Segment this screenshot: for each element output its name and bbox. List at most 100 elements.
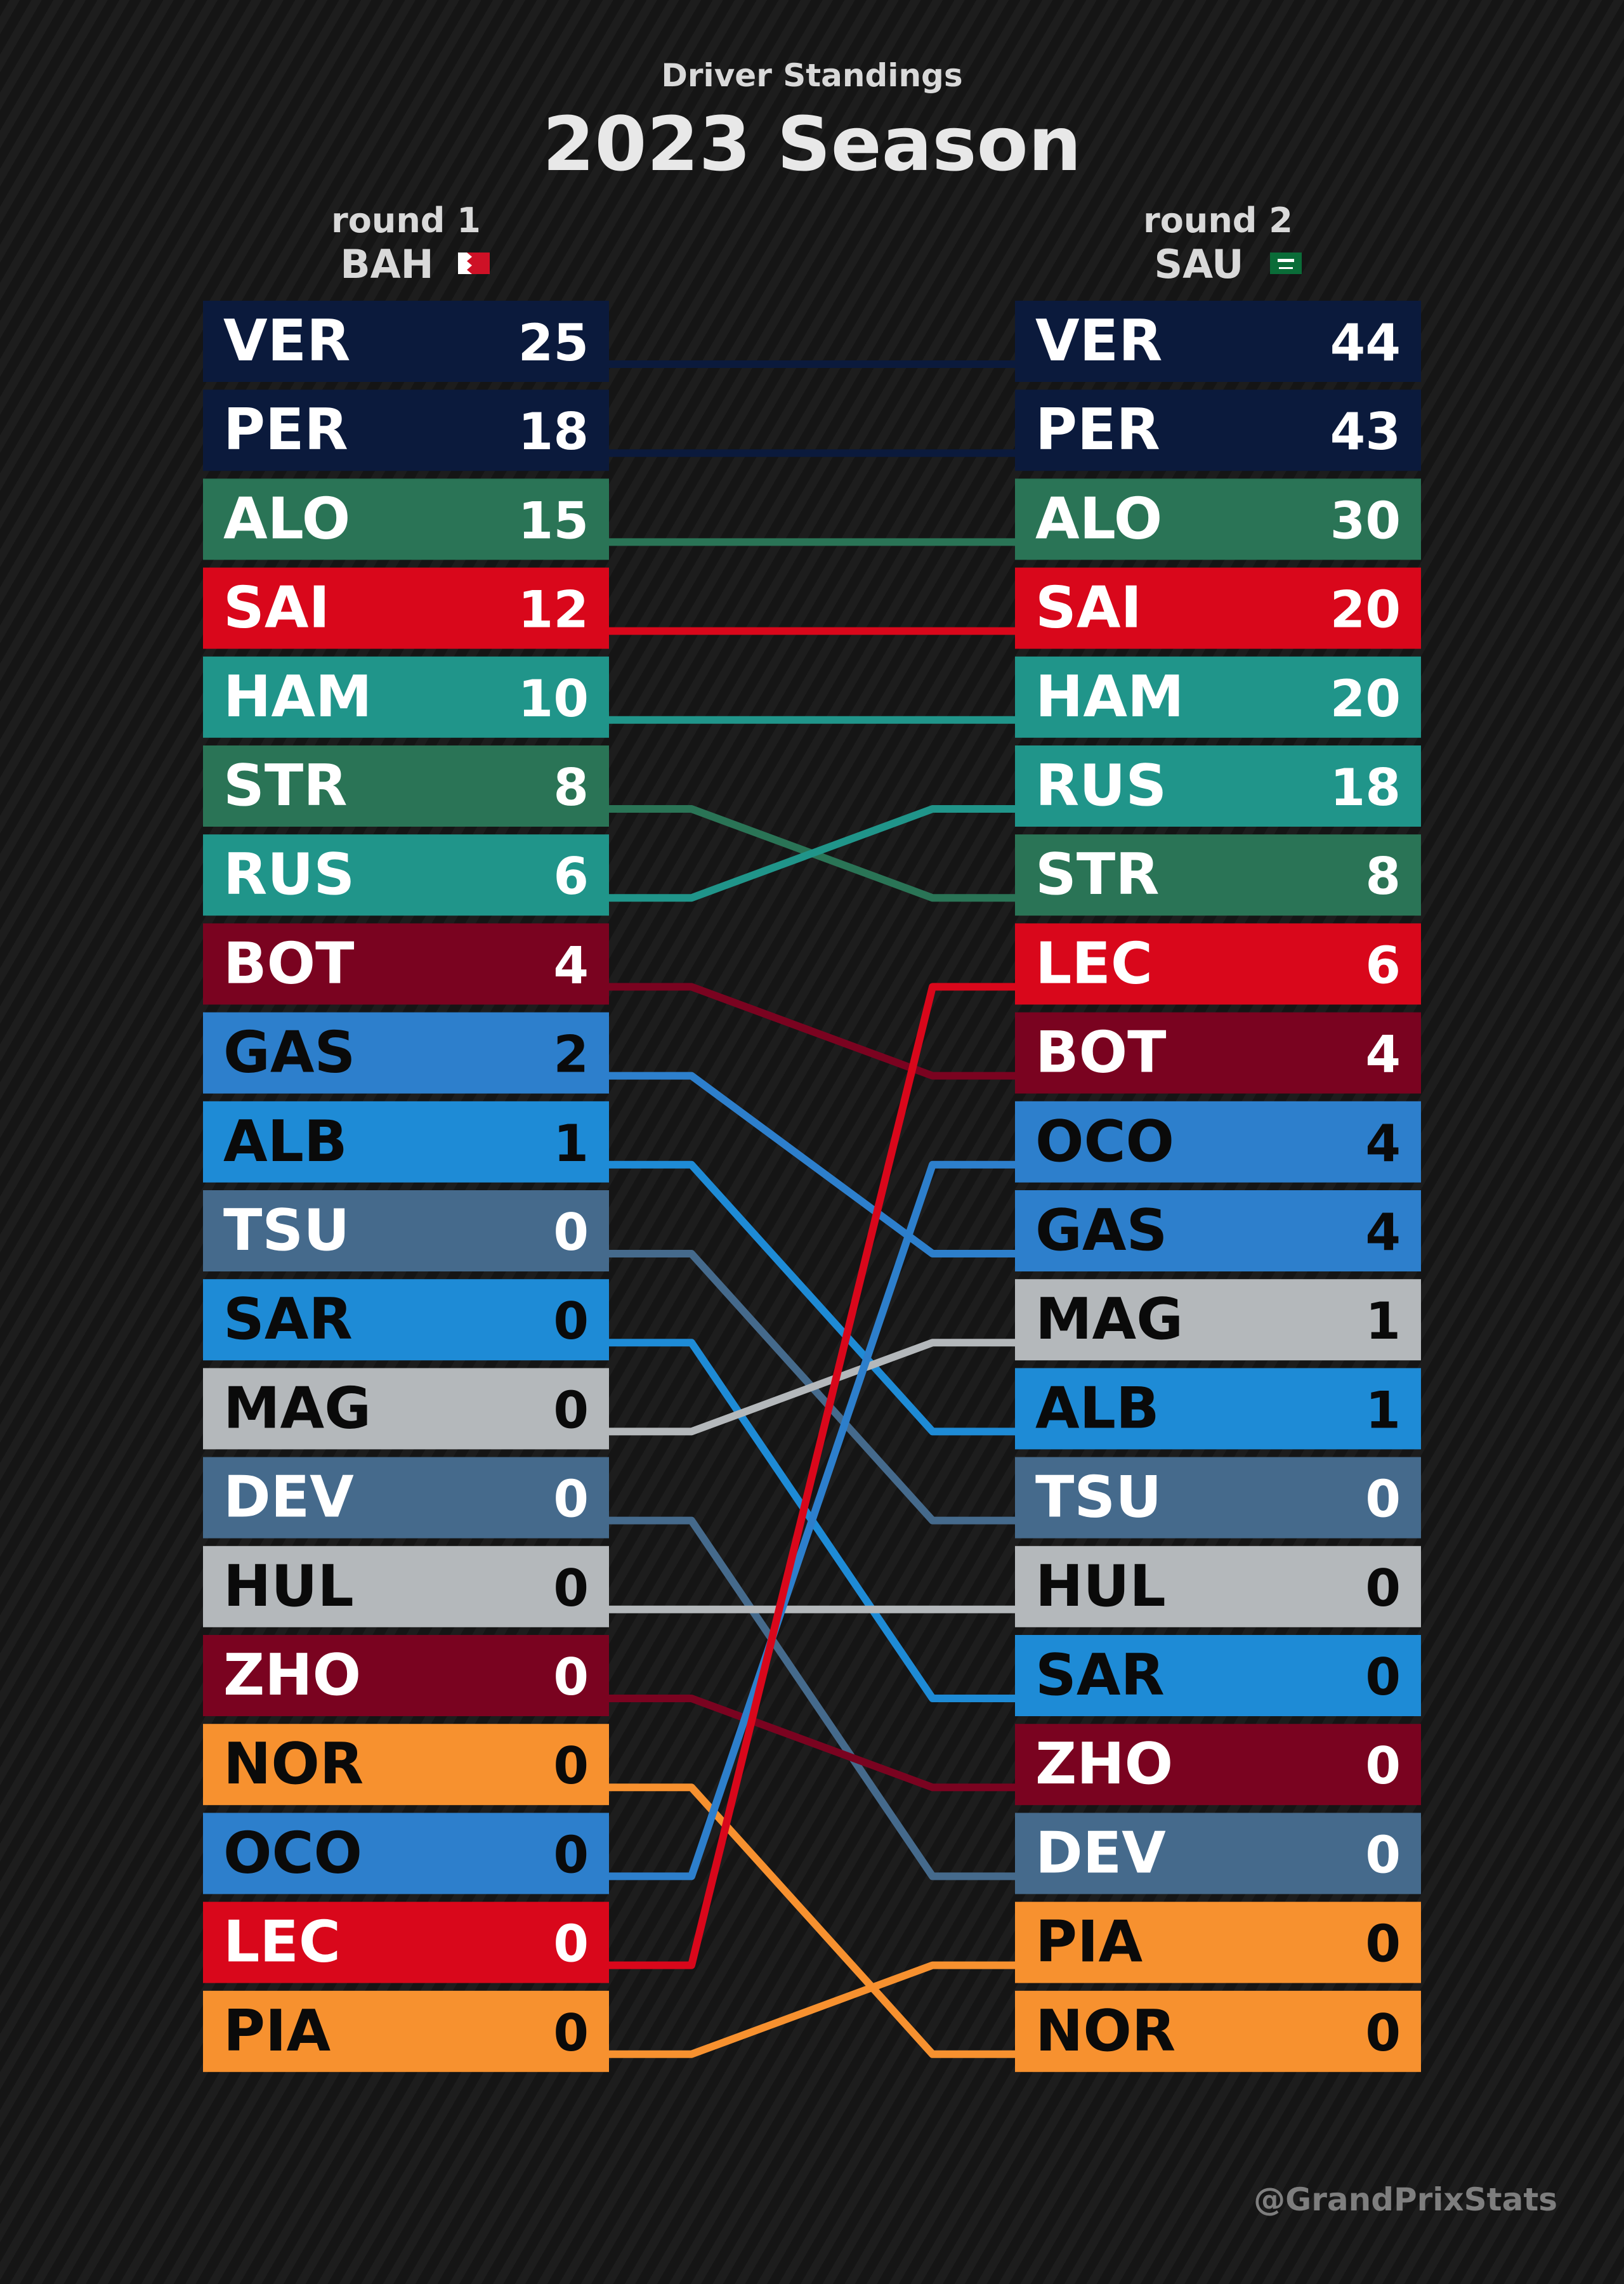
driver-code: TSU bbox=[1035, 1464, 1162, 1531]
points-value: 4 bbox=[1365, 1203, 1401, 1262]
standing-row: SAI 20 bbox=[1015, 567, 1421, 649]
driver-code: HUL bbox=[1035, 1553, 1166, 1620]
driver-code: PER bbox=[223, 397, 348, 463]
driver-code: ALO bbox=[1035, 485, 1162, 552]
row-background bbox=[203, 1368, 609, 1450]
row-background bbox=[203, 1279, 609, 1361]
points-value: 18 bbox=[518, 402, 589, 461]
driver-code: NOR bbox=[223, 1731, 363, 1797]
standing-row: VER 44 bbox=[1015, 301, 1421, 382]
driver-code: RUS bbox=[223, 841, 355, 908]
standing-row: MAG 0 bbox=[203, 1368, 609, 1450]
connector-line-zho bbox=[609, 1695, 1015, 1792]
row-background bbox=[1015, 478, 1421, 560]
points-value: 1 bbox=[1365, 1381, 1401, 1440]
points-value: 0 bbox=[553, 2004, 589, 2063]
row-background bbox=[1015, 1813, 1421, 1894]
points-value: 0 bbox=[553, 1470, 589, 1529]
driver-code: GAS bbox=[223, 1020, 355, 1086]
standing-row: SAR 0 bbox=[1015, 1635, 1421, 1716]
row-background bbox=[203, 1190, 609, 1271]
driver-code: ZHO bbox=[223, 1642, 361, 1709]
standing-row: LEC 0 bbox=[203, 1901, 609, 1983]
driver-code: DEV bbox=[1035, 1820, 1166, 1886]
watermark-text: @GrandPrixStats bbox=[1254, 2181, 1557, 2218]
driver-code: VER bbox=[223, 308, 350, 374]
standing-row: DEV 0 bbox=[203, 1457, 609, 1539]
row-background bbox=[1015, 1279, 1421, 1361]
driver-code: DEV bbox=[223, 1464, 354, 1531]
driver-code: NOR bbox=[1035, 1998, 1175, 2064]
standing-row: MAG 1 bbox=[1015, 1279, 1421, 1361]
row-background bbox=[1015, 1724, 1421, 1806]
driver-code: PIA bbox=[1035, 1909, 1143, 1976]
connector-line-gas bbox=[609, 1072, 1015, 1257]
rank-connectors bbox=[609, 360, 1015, 2058]
standing-row: ZHO 0 bbox=[203, 1635, 609, 1716]
row-background bbox=[203, 1101, 609, 1183]
points-value: 0 bbox=[553, 1648, 589, 1707]
connector-line-nor bbox=[609, 1783, 1015, 2058]
driver-code: MAG bbox=[223, 1375, 371, 1441]
standing-row: SAR 0 bbox=[203, 1279, 609, 1361]
points-value: 25 bbox=[518, 313, 589, 372]
points-value: 4 bbox=[1365, 1114, 1401, 1173]
row-background bbox=[1015, 301, 1421, 382]
points-value: 12 bbox=[518, 581, 589, 640]
standing-row: ALO 15 bbox=[203, 478, 609, 560]
points-value: 6 bbox=[553, 847, 589, 906]
row-background bbox=[203, 1635, 609, 1716]
points-value: 0 bbox=[1365, 1470, 1401, 1529]
driver-code: PIA bbox=[223, 1998, 331, 2064]
standing-row: STR 8 bbox=[1015, 834, 1421, 916]
driver-code: ALB bbox=[1035, 1375, 1160, 1441]
standing-row: NOR 0 bbox=[1015, 1990, 1421, 2072]
driver-code: BOT bbox=[223, 930, 355, 997]
standing-row: ZHO 0 bbox=[1015, 1724, 1421, 1806]
row-background bbox=[203, 1813, 609, 1894]
points-value: 18 bbox=[1330, 758, 1401, 817]
row-background bbox=[1015, 1546, 1421, 1627]
standing-row: TSU 0 bbox=[203, 1190, 609, 1271]
standing-row: LEC 6 bbox=[1015, 923, 1421, 1005]
points-value: 0 bbox=[1365, 2004, 1401, 2063]
driver-code: HAM bbox=[1035, 664, 1184, 730]
standing-row: TSU 0 bbox=[1015, 1457, 1421, 1539]
bahrain-flag-icon bbox=[458, 253, 490, 274]
driver-code: SAR bbox=[223, 1286, 353, 1353]
standing-row: ALB 1 bbox=[203, 1101, 609, 1183]
points-value: 0 bbox=[553, 1825, 589, 1884]
points-value: 15 bbox=[518, 491, 589, 550]
connector-line-alb bbox=[609, 1160, 1015, 1436]
points-value: 0 bbox=[553, 1915, 589, 1974]
points-value: 1 bbox=[1365, 1292, 1401, 1351]
race-code: BAH bbox=[340, 241, 433, 287]
row-background bbox=[1015, 1190, 1421, 1271]
row-background bbox=[203, 1457, 609, 1539]
driver-code: SAI bbox=[1035, 575, 1142, 641]
row-background bbox=[203, 301, 609, 382]
driver-code: LEC bbox=[223, 1909, 341, 1976]
standing-row: PER 18 bbox=[203, 390, 609, 471]
driver-code: GAS bbox=[1035, 1197, 1167, 1264]
chart-title: 2023 Season bbox=[542, 100, 1081, 188]
row-background bbox=[1015, 390, 1421, 471]
points-value: 6 bbox=[1365, 936, 1401, 995]
driver-code: STR bbox=[223, 752, 348, 819]
standing-row: GAS 2 bbox=[203, 1012, 609, 1094]
driver-code: BOT bbox=[1035, 1020, 1167, 1086]
standing-row: ALO 30 bbox=[1015, 478, 1421, 560]
standing-row: HAM 10 bbox=[203, 656, 609, 738]
row-background bbox=[1015, 923, 1421, 1005]
driver-code: VER bbox=[1035, 308, 1162, 374]
row-background bbox=[1015, 567, 1421, 649]
points-value: 0 bbox=[553, 1736, 589, 1795]
row-background bbox=[1015, 1990, 1421, 2072]
row-background bbox=[203, 834, 609, 916]
row-background bbox=[1015, 745, 1421, 827]
row-background bbox=[203, 1990, 609, 2072]
row-background bbox=[203, 390, 609, 471]
standing-row: GAS 4 bbox=[1015, 1190, 1421, 1271]
standing-row: HUL 0 bbox=[1015, 1546, 1421, 1627]
